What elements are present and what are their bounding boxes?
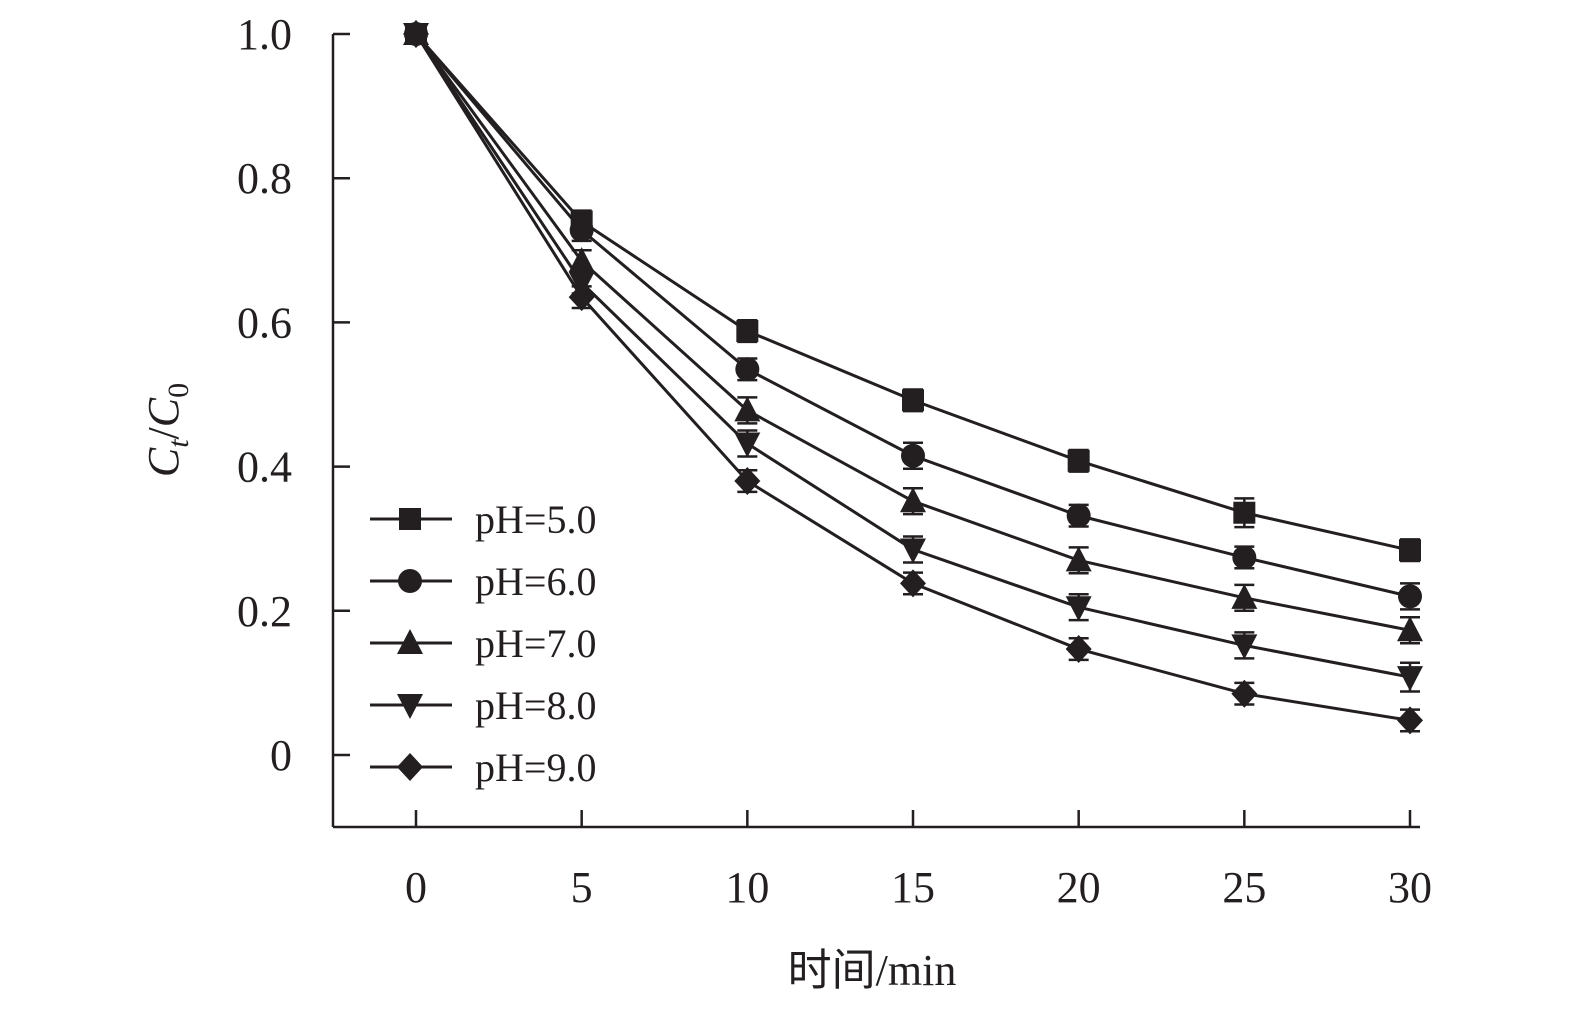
legend-label: pH=9.0 [475,745,596,790]
y-tick-label: 0.8 [237,154,292,203]
data-point [1398,584,1422,609]
y-axis-title-sub-0: 0 [162,383,195,398]
data-point [901,443,925,468]
y-tick-label: 0.4 [237,443,292,492]
x-axis-title: 时间/min [788,946,957,995]
data-point [1065,635,1092,664]
data-point [734,396,761,422]
legend-marker [397,694,423,719]
y-axis-title: Ct/C0 [139,383,195,477]
series-5 [403,20,1423,735]
data-point [734,432,761,458]
axes: 0 0.2 0.4 0.6 0.8 1.0 0 5 10 15 20 25 30 [237,10,1432,912]
data-point [1067,449,1090,472]
data-point [734,467,761,496]
data-point [403,20,429,48]
series-line [414,33,1411,722]
x-tick-label: 0 [405,863,427,912]
data-point [1397,706,1423,735]
legend-marker [399,508,421,530]
y-axis-title-c: C [139,447,188,477]
data-point [902,389,924,412]
legend-label: pH=5.0 [475,497,596,542]
series-line [414,33,1411,552]
y-axis-title-sub-t: t [162,439,195,448]
data-point [1399,539,1421,562]
legend-marker [398,569,422,593]
y-tick-label: 0 [270,731,292,780]
data-point [1233,501,1256,524]
legend-label: pH=8.0 [475,683,596,728]
data-point [736,320,759,343]
series-1 [405,23,1421,563]
data-point [1397,616,1423,642]
y-axis-title-c0: C [139,397,188,427]
series-2 [404,22,1422,611]
y-tick-label: 0.2 [237,587,292,636]
series-layer [403,20,1423,735]
y-tick-label: 1.0 [237,10,292,59]
data-point [1231,583,1258,609]
legend-item: pH=9.0 [370,745,596,790]
x-tick-label: 15 [891,863,935,912]
legend-item: pH=6.0 [370,559,596,604]
x-tick-label: 30 [1388,863,1432,912]
legend-item: pH=5.0 [370,497,596,542]
data-point [900,487,926,513]
x-tick-label: 20 [1057,863,1101,912]
data-point [900,569,926,598]
y-axis-title-slash: / [139,426,188,439]
x-tick-label: 5 [571,863,593,912]
legend-item: pH=7.0 [370,621,596,666]
legend-label: pH=6.0 [475,559,596,604]
x-tick-label: 25 [1222,863,1266,912]
data-point [1231,679,1258,708]
data-point [568,283,595,312]
data-point [1397,666,1423,692]
data-point [900,538,926,564]
legend-item: pH=8.0 [370,683,596,728]
data-point [1232,545,1257,570]
data-point [1231,634,1258,660]
data-point [568,247,595,273]
data-point [1066,503,1091,528]
legend-label: pH=7.0 [475,621,596,666]
data-point [569,218,594,243]
data-point [1065,546,1092,572]
y-tick-label: 0.6 [237,298,292,347]
legend-marker [397,753,423,781]
legend-marker [397,629,423,654]
data-point [1065,596,1092,622]
x-tick-label: 10 [725,863,769,912]
data-point [735,357,760,382]
legend: pH=5.0 pH=6.0 pH=7.0 pH=8.0 pH=9.0 [370,497,596,790]
